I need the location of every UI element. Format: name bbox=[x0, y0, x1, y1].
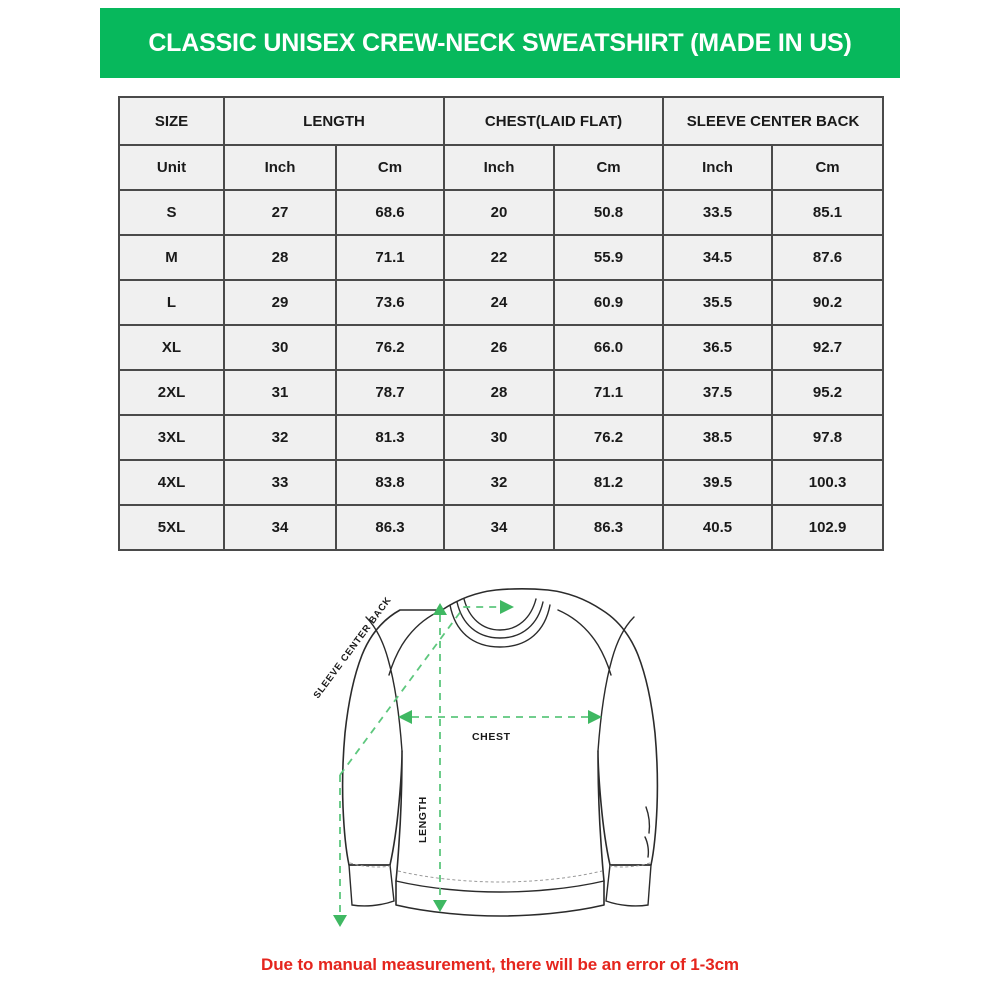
cell-length-cm: 76.2 bbox=[334, 324, 446, 371]
chest-arrow-left bbox=[398, 710, 412, 724]
cell-sleeve-inch: 35.5 bbox=[662, 279, 774, 326]
cell-chest-inch: 26 bbox=[443, 324, 556, 371]
cell-length-cm: 71.1 bbox=[334, 234, 446, 281]
sweatshirt-diagram: SLEEVE CENTER BACK CHEST LENGTH bbox=[300, 575, 700, 935]
table-row: M 28 71.1 22 55.9 34.5 87.6 bbox=[118, 234, 885, 281]
cell-sleeve-inch: 39.5 bbox=[662, 459, 774, 506]
cell-chest-cm: 50.8 bbox=[553, 189, 665, 236]
sleeve-vertical-arrow bbox=[333, 915, 347, 927]
cell-sleeve-inch: 34.5 bbox=[662, 234, 774, 281]
table-row: 3XL 32 81.3 30 76.2 38.5 97.8 bbox=[118, 414, 885, 461]
cell-chest-cm: 71.1 bbox=[553, 369, 665, 416]
unit-header-length-inch: Inch bbox=[223, 144, 337, 191]
unit-header-unit: Unit bbox=[118, 144, 225, 191]
cell-length-inch: 34 bbox=[223, 504, 337, 551]
table-row: 4XL 33 83.8 32 81.2 39.5 100.3 bbox=[118, 459, 885, 506]
length-arrow-bottom bbox=[433, 900, 447, 912]
unit-header-sleeve-cm: Cm bbox=[771, 144, 885, 191]
cell-sleeve-cm: 100.3 bbox=[771, 459, 885, 506]
cell-length-inch: 31 bbox=[223, 369, 337, 416]
cell-sleeve-inch: 36.5 bbox=[662, 324, 774, 371]
cell-sleeve-cm: 95.2 bbox=[771, 369, 885, 416]
table-unit-header-row: Unit Inch Cm Inch Cm Inch Cm bbox=[118, 144, 885, 191]
table-row: 2XL 31 78.7 28 71.1 37.5 95.2 bbox=[118, 369, 885, 416]
cell-length-cm: 86.3 bbox=[334, 504, 446, 551]
size-table: SIZE LENGTH CHEST(LAID FLAT) SLEEVE CENT… bbox=[118, 96, 885, 551]
cell-length-inch: 30 bbox=[223, 324, 337, 371]
cell-chest-inch: 30 bbox=[443, 414, 556, 461]
cell-sleeve-cm: 97.8 bbox=[771, 414, 885, 461]
length-measure-label: LENGTH bbox=[417, 796, 429, 843]
measurement-guides bbox=[333, 600, 602, 927]
length-arrow-top bbox=[433, 603, 447, 615]
chest-arrow-right bbox=[588, 710, 602, 724]
cell-sleeve-cm: 92.7 bbox=[771, 324, 885, 371]
sleeve-guide-arrow bbox=[500, 600, 514, 614]
cell-length-inch: 28 bbox=[223, 234, 337, 281]
table-row: 5XL 34 86.3 34 86.3 40.5 102.9 bbox=[118, 504, 885, 551]
table-row: S 27 68.6 20 50.8 33.5 85.1 bbox=[118, 189, 885, 236]
cell-length-inch: 32 bbox=[223, 414, 337, 461]
sleeve-guide-line bbox=[339, 606, 500, 776]
cell-chest-inch: 34 bbox=[443, 504, 556, 551]
cell-length-inch: 33 bbox=[223, 459, 337, 506]
group-header-chest: CHEST(LAID FLAT) bbox=[443, 96, 665, 146]
unit-header-chest-inch: Inch bbox=[443, 144, 556, 191]
cell-length-cm: 68.6 bbox=[334, 189, 446, 236]
cell-size: L bbox=[118, 279, 225, 326]
cell-chest-inch: 32 bbox=[443, 459, 556, 506]
unit-header-length-cm: Cm bbox=[334, 144, 446, 191]
cell-chest-cm: 55.9 bbox=[553, 234, 665, 281]
cell-size: XL bbox=[118, 324, 225, 371]
chest-measure-label: CHEST bbox=[472, 731, 511, 743]
cell-sleeve-cm: 85.1 bbox=[771, 189, 885, 236]
table-group-header-row: SIZE LENGTH CHEST(LAID FLAT) SLEEVE CENT… bbox=[118, 96, 885, 146]
cell-length-cm: 83.8 bbox=[334, 459, 446, 506]
cell-size: S bbox=[118, 189, 225, 236]
unit-header-chest-cm: Cm bbox=[553, 144, 665, 191]
table-row: XL 30 76.2 26 66.0 36.5 92.7 bbox=[118, 324, 885, 371]
cell-size: 5XL bbox=[118, 504, 225, 551]
cell-chest-cm: 86.3 bbox=[553, 504, 665, 551]
cell-length-cm: 81.3 bbox=[334, 414, 446, 461]
table-row: L 29 73.6 24 60.9 35.5 90.2 bbox=[118, 279, 885, 326]
title-banner: CLASSIC UNISEX CREW-NECK SWEATSHIRT (MAD… bbox=[100, 8, 900, 78]
cell-sleeve-cm: 90.2 bbox=[771, 279, 885, 326]
cell-size: 3XL bbox=[118, 414, 225, 461]
cell-chest-inch: 28 bbox=[443, 369, 556, 416]
cell-length-inch: 29 bbox=[223, 279, 337, 326]
sweatshirt-outline-icon bbox=[341, 588, 659, 917]
cell-sleeve-cm: 102.9 bbox=[771, 504, 885, 551]
cell-size: 2XL bbox=[118, 369, 225, 416]
unit-header-sleeve-inch: Inch bbox=[662, 144, 774, 191]
cell-sleeve-inch: 37.5 bbox=[662, 369, 774, 416]
cell-size: 4XL bbox=[118, 459, 225, 506]
cell-chest-cm: 76.2 bbox=[553, 414, 665, 461]
page-title: CLASSIC UNISEX CREW-NECK SWEATSHIRT (MAD… bbox=[148, 28, 852, 57]
group-header-size: SIZE bbox=[118, 96, 225, 146]
cell-length-cm: 73.6 bbox=[334, 279, 446, 326]
group-header-sleeve: SLEEVE CENTER BACK bbox=[662, 96, 885, 146]
cell-length-cm: 78.7 bbox=[334, 369, 446, 416]
cell-chest-inch: 20 bbox=[443, 189, 556, 236]
cell-sleeve-inch: 38.5 bbox=[662, 414, 774, 461]
size-table-container: SIZE LENGTH CHEST(LAID FLAT) SLEEVE CENT… bbox=[118, 96, 885, 551]
cell-chest-inch: 24 bbox=[443, 279, 556, 326]
cell-chest-cm: 60.9 bbox=[553, 279, 665, 326]
group-header-length: LENGTH bbox=[222, 96, 446, 146]
cell-sleeve-inch: 33.5 bbox=[662, 189, 774, 236]
cell-length-inch: 27 bbox=[223, 189, 337, 236]
measurement-disclaimer: Due to manual measurement, there will be… bbox=[261, 955, 739, 974]
cell-size: M bbox=[118, 234, 225, 281]
cell-sleeve-inch: 40.5 bbox=[662, 504, 774, 551]
size-table-body: S 27 68.6 20 50.8 33.5 85.1 M 28 71.1 22… bbox=[118, 189, 885, 551]
cell-chest-cm: 81.2 bbox=[553, 459, 665, 506]
cell-chest-cm: 66.0 bbox=[553, 324, 665, 371]
cell-chest-inch: 22 bbox=[443, 234, 556, 281]
cell-sleeve-cm: 87.6 bbox=[771, 234, 885, 281]
